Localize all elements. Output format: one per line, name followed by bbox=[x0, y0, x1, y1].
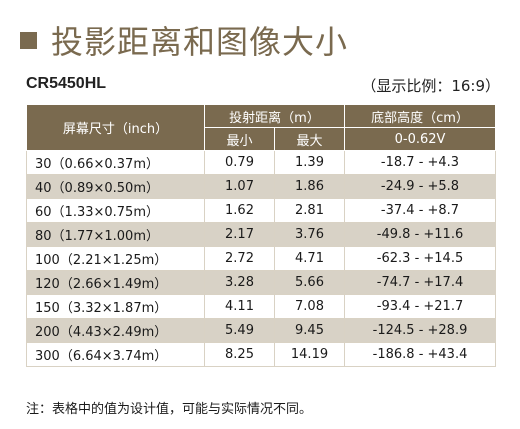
cell-bottom-height: -74.7 - +17.4 bbox=[344, 270, 497, 295]
cell-min-distance: 0.79 bbox=[204, 150, 275, 175]
cell-min-distance: 4.11 bbox=[204, 294, 275, 319]
cell-max-distance: 3.76 bbox=[273, 222, 346, 247]
cell-max-distance: 9.45 bbox=[273, 318, 346, 343]
cell-screen-size: 100（2.21×1.25m） bbox=[26, 246, 205, 271]
header-screen-size: 屏幕尺寸（inch） bbox=[26, 104, 205, 151]
cell-min-distance: 8.25 bbox=[204, 342, 275, 367]
header-bottom-height: 底部高度（cm） bbox=[344, 104, 497, 128]
cell-screen-size: 200（4.43×2.49m） bbox=[26, 318, 205, 343]
cell-max-distance: 2.81 bbox=[273, 198, 346, 223]
cell-bottom-height: -18.7 - +4.3 bbox=[344, 150, 497, 175]
cell-screen-size: 300（6.64×3.74m） bbox=[26, 342, 205, 367]
table-row: 300（6.64×3.74m） 8.25 14.19 -186.8 - +43.4 bbox=[26, 342, 497, 367]
cell-screen-size: 80（1.77×1.00m） bbox=[26, 222, 205, 247]
header-max: 最大 bbox=[273, 127, 346, 151]
header-min: 最小 bbox=[204, 127, 275, 151]
table-body: 30（0.66×0.37m） 0.79 1.39 -18.7 - +4.3 40（0.8… bbox=[26, 150, 497, 367]
table-header: 屏幕尺寸（inch） 投射距离（m） 底部高度（cm） 最小 最大 0-0.62… bbox=[26, 104, 497, 151]
footnote: 注：表格中的值为设计值，可能与实际情况不同。 bbox=[26, 402, 313, 417]
cell-bottom-height: -124.5 - +28.9 bbox=[344, 318, 497, 343]
cell-screen-size: 30（0.66×0.37m） bbox=[26, 150, 205, 175]
title-row: 投影距离和图像大小 bbox=[20, 18, 348, 62]
cell-max-distance: 1.39 bbox=[273, 150, 346, 175]
cell-max-distance: 1.86 bbox=[273, 174, 346, 199]
cell-bottom-height: -49.8 - +11.6 bbox=[344, 222, 497, 247]
cell-min-distance: 2.17 bbox=[204, 222, 275, 247]
cell-min-distance: 2.72 bbox=[204, 246, 275, 271]
cell-screen-size: 40（0.89×0.50m） bbox=[26, 174, 205, 199]
table-row: 40（0.89×0.50m） 1.07 1.86 -24.9 - +5.8 bbox=[26, 174, 497, 199]
cell-bottom-height: -93.4 - +21.7 bbox=[344, 294, 497, 319]
cell-screen-size: 120（2.66×1.49m） bbox=[26, 270, 205, 295]
title-bullet-icon bbox=[20, 31, 37, 49]
table-row: 200（4.43×2.49m） 5.49 9.45 -124.5 - +28.9 bbox=[26, 318, 497, 343]
aspect-ratio-note: （显示比例：16:9） bbox=[361, 77, 500, 95]
cell-max-distance: 4.71 bbox=[273, 246, 346, 271]
cell-screen-size: 60（1.33×0.75m） bbox=[26, 198, 205, 223]
header-throw-distance: 投射距离（m） bbox=[203, 104, 346, 128]
table-row: 60（1.33×0.75m） 1.62 2.81 -37.4 - +8.7 bbox=[26, 198, 497, 223]
table-row: 100（2.21×1.25m） 2.72 4.71 -62.3 - +14.5 bbox=[26, 246, 497, 271]
cell-screen-size: 150（3.32×1.87m） bbox=[26, 294, 205, 319]
model-name: CR5450HL bbox=[26, 75, 107, 92]
cell-bottom-height: -24.9 - +5.8 bbox=[344, 174, 497, 199]
cell-min-distance: 5.49 bbox=[204, 318, 275, 343]
table-row: 80（1.77×1.00m） 2.17 3.76 -49.8 - +11.6 bbox=[26, 222, 497, 247]
page-title: 投影距离和图像大小 bbox=[51, 23, 349, 61]
cell-min-distance: 3.28 bbox=[204, 270, 275, 295]
header-height-range: 0-0.62V bbox=[344, 127, 497, 151]
table-row: 120（2.66×1.49m） 3.28 5.66 -74.7 - +17.4 bbox=[26, 270, 497, 295]
cell-bottom-height: -186.8 - +43.4 bbox=[344, 342, 497, 367]
cell-max-distance: 14.19 bbox=[273, 342, 346, 367]
table-row: 150（3.32×1.87m） 4.11 7.08 -93.4 - +21.7 bbox=[26, 294, 497, 319]
projection-table: 屏幕尺寸（inch） 投射距离（m） 底部高度（cm） 最小 最大 0-0.62… bbox=[26, 104, 497, 367]
table-row: 30（0.66×0.37m） 0.79 1.39 -18.7 - +4.3 bbox=[26, 150, 497, 175]
cell-bottom-height: -37.4 - +8.7 bbox=[344, 198, 497, 223]
cell-max-distance: 5.66 bbox=[273, 270, 346, 295]
cell-min-distance: 1.62 bbox=[204, 198, 275, 223]
cell-min-distance: 1.07 bbox=[204, 174, 275, 199]
cell-bottom-height: -62.3 - +14.5 bbox=[344, 246, 497, 271]
cell-max-distance: 7.08 bbox=[273, 294, 346, 319]
